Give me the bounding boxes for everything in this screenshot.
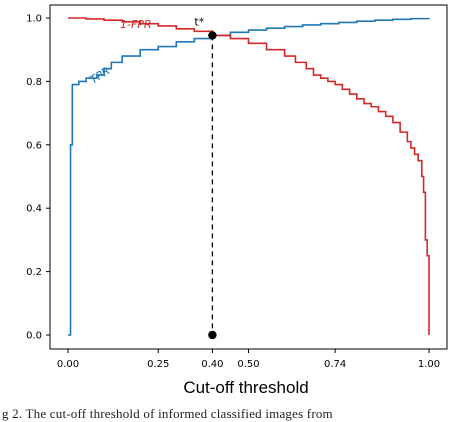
figure-caption: g 2. The cut-off threshold of informed c… xyxy=(2,406,333,421)
x-tick-label: 1.00 xyxy=(418,359,440,370)
y-tick-label: 0.2 xyxy=(26,267,42,278)
x-tick-label: 0.50 xyxy=(237,359,259,370)
optimal-threshold-label: t* xyxy=(194,15,204,28)
y-tick-label: 0.4 xyxy=(26,204,42,215)
series-layer xyxy=(68,17,430,336)
x-tick-label: 0.00 xyxy=(57,359,79,370)
x-tick-label: 0.74 xyxy=(324,359,346,370)
threshold-top-point xyxy=(208,31,217,40)
y-tick-label: 1.0 xyxy=(26,14,42,25)
x-axis-ticks: 0.00 0.25 0.40 0.50 0.74 1.00 xyxy=(57,349,440,370)
y-tick-label: 0.8 xyxy=(26,77,42,88)
x-tick-label: 0.25 xyxy=(147,359,169,370)
series-line-one-minus-fpr xyxy=(68,17,430,335)
series-line-tpr xyxy=(68,17,430,336)
y-tick-label: 0.6 xyxy=(26,140,42,151)
plot-area xyxy=(49,4,448,350)
fpr-curve-label: 1-FPR xyxy=(120,18,152,31)
threshold-chart: 0.0 0.2 0.4 0.6 0.8 1.0 0.00 0.25 0.40 0.50 0.74 1… xyxy=(26,4,448,397)
threshold-bottom-point xyxy=(208,330,217,340)
threshold-marker xyxy=(208,31,217,340)
y-axis-ticks: 0.0 0.2 0.4 0.6 0.8 1.0 xyxy=(26,14,50,342)
y-tick-label: 0.0 xyxy=(26,331,42,342)
x-axis-label: Cut-off threshold xyxy=(183,378,308,397)
x-tick-label: 0.40 xyxy=(201,359,223,370)
